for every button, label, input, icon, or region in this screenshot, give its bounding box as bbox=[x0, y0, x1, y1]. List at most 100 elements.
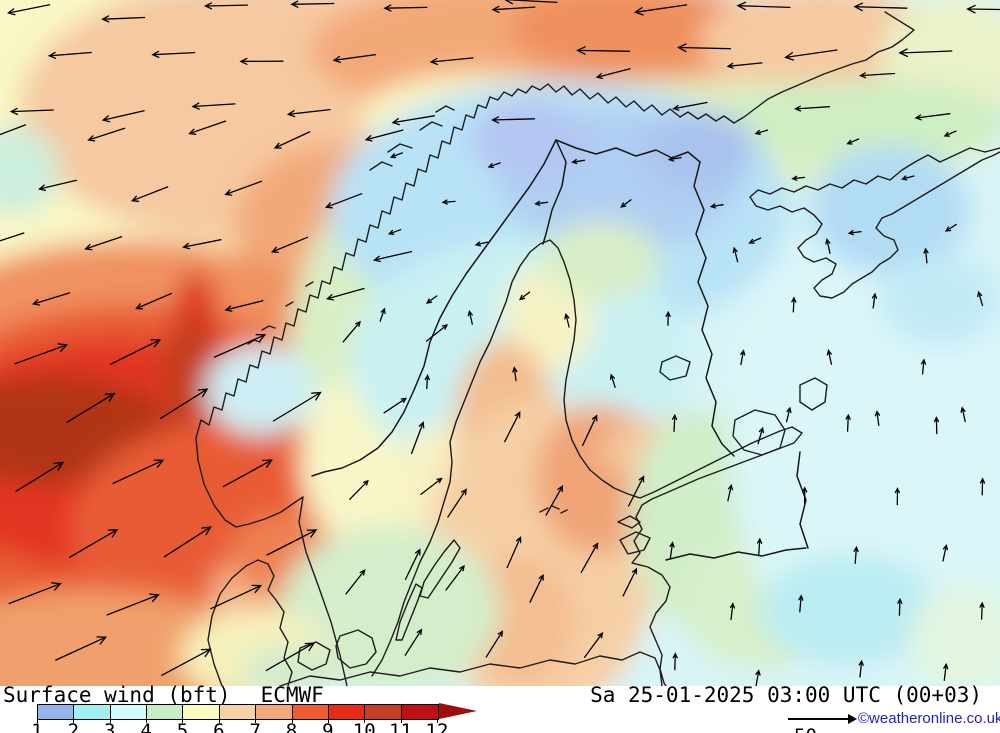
wind-arrow bbox=[404, 628, 423, 656]
wind-arrow bbox=[273, 131, 311, 149]
wind-arrow bbox=[620, 199, 632, 208]
wind-arrow bbox=[270, 236, 309, 253]
wind-arrow bbox=[420, 477, 443, 496]
wind-arrow bbox=[504, 0, 558, 5]
wind-arrow bbox=[109, 339, 162, 365]
wind-arrow bbox=[389, 152, 404, 159]
wind-arrow bbox=[942, 543, 949, 562]
wind-arrow bbox=[325, 287, 365, 301]
coastlines bbox=[195, 11, 1000, 686]
wind-arrow bbox=[68, 528, 119, 558]
wind-arrow bbox=[372, 250, 413, 263]
wind-arrow bbox=[979, 601, 985, 620]
wind-arrow bbox=[9, 107, 54, 116]
wind-arrow bbox=[101, 15, 146, 23]
wind-arrow bbox=[66, 392, 116, 423]
wind-arrow bbox=[847, 230, 862, 236]
border-estonia-latvia bbox=[665, 547, 807, 561]
coastline-denmark-zealand bbox=[335, 629, 377, 669]
wind-arrow bbox=[210, 584, 263, 610]
wind-arrow bbox=[182, 239, 222, 250]
wind-arrow bbox=[84, 236, 123, 251]
wind-arrow bbox=[595, 68, 631, 80]
wind-arrow bbox=[224, 180, 263, 196]
wind-arrow bbox=[669, 541, 675, 560]
wind-arrow bbox=[943, 130, 957, 137]
island-saaremaa bbox=[619, 531, 651, 555]
wind-arrow bbox=[709, 203, 724, 209]
wind-arrow bbox=[933, 416, 940, 435]
border-russia-estonia bbox=[796, 451, 809, 549]
border-finland-russia bbox=[693, 161, 735, 457]
wind-arrow bbox=[31, 292, 71, 306]
wind-arrow bbox=[580, 542, 599, 573]
wind-arrow bbox=[897, 597, 903, 616]
wind-arrow bbox=[740, 349, 746, 366]
wind-arrow bbox=[732, 246, 739, 263]
wind-arrow bbox=[979, 477, 986, 496]
wind-arrow bbox=[349, 479, 369, 500]
wind-arrow bbox=[383, 397, 408, 414]
wind-arrow bbox=[203, 2, 249, 10]
scale-segment bbox=[74, 705, 111, 719]
wind-arrow bbox=[943, 662, 949, 681]
reference-value: 50 bbox=[794, 725, 817, 733]
scale-segment bbox=[328, 705, 366, 719]
reference-arrow-shaft bbox=[788, 718, 850, 720]
map-title-row: Surface wind (bft) ECMWF bbox=[3, 683, 324, 707]
scale-segment bbox=[219, 705, 257, 719]
wind-arrow bbox=[266, 529, 318, 556]
wind-arrow bbox=[571, 158, 586, 165]
wind-arrow bbox=[529, 573, 544, 603]
wind-arrow bbox=[159, 388, 209, 420]
scale-segment bbox=[38, 705, 75, 719]
wind-arrow bbox=[391, 115, 435, 126]
wind-arrow bbox=[491, 5, 536, 13]
wind-arrow bbox=[944, 223, 957, 232]
wind-arrow bbox=[106, 593, 160, 616]
wind-arrows bbox=[0, 0, 1000, 686]
wind-arrow bbox=[736, 1, 791, 11]
coastline-baltic bbox=[371, 239, 803, 686]
wind-arrow bbox=[345, 569, 366, 595]
wind-arrow bbox=[977, 290, 984, 307]
wind-arrow bbox=[224, 300, 264, 312]
wind-arrow bbox=[794, 105, 831, 112]
wind-arrow bbox=[923, 247, 929, 264]
wind-arrow bbox=[894, 487, 901, 506]
wind-arrow bbox=[748, 237, 762, 244]
lake-onega bbox=[799, 377, 828, 411]
wind-arrow bbox=[239, 57, 284, 65]
wind-speed-field bbox=[0, 0, 1000, 686]
wind-arrow bbox=[383, 4, 428, 12]
wind-arrow bbox=[15, 461, 65, 492]
copyright-link[interactable]: ©weatheronline.co.uk bbox=[858, 710, 1000, 727]
coastline-white-sea bbox=[749, 147, 1000, 299]
wind-arrow bbox=[583, 632, 604, 658]
scale-label: 4 bbox=[140, 720, 152, 733]
wind-arrow bbox=[342, 320, 361, 343]
islands-aland bbox=[539, 505, 568, 514]
scale-label: 11 bbox=[389, 720, 413, 733]
wind-arrow bbox=[47, 51, 92, 59]
wind-arrow bbox=[825, 238, 831, 254]
scale-label: 2 bbox=[67, 720, 80, 733]
lake-ladoga bbox=[732, 409, 786, 456]
reference-wind-arrow bbox=[788, 714, 858, 724]
wind-arrow bbox=[676, 43, 732, 53]
wind-arrow bbox=[286, 108, 331, 118]
wind-arrow bbox=[14, 343, 69, 365]
wind-arrow bbox=[581, 414, 598, 447]
coastline-denmark-funen bbox=[297, 641, 331, 671]
wind-arrow bbox=[576, 46, 631, 55]
wind-arrow bbox=[135, 292, 172, 310]
scale-segment bbox=[292, 705, 329, 719]
scale-label: 1 bbox=[31, 720, 43, 733]
wind-arrow bbox=[429, 57, 474, 66]
wind-arrow bbox=[564, 312, 570, 328]
wind-arrow bbox=[151, 50, 196, 59]
wind-arrow bbox=[846, 138, 860, 145]
wind-arrow bbox=[900, 175, 915, 181]
wind-arrow bbox=[858, 659, 864, 678]
